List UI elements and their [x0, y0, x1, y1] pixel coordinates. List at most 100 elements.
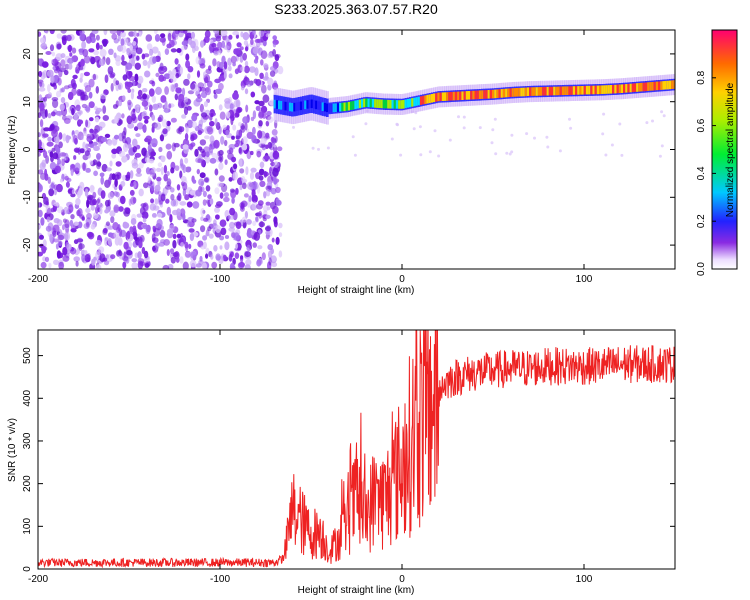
- track-core: [461, 91, 465, 100]
- noise-cell: [265, 230, 271, 236]
- noise-cell: [189, 233, 195, 241]
- snr-x-label: Height of straight line (km): [298, 585, 415, 596]
- noise-cell: [242, 31, 250, 41]
- noise-cell: [136, 105, 140, 113]
- track-core: [395, 100, 399, 109]
- noise-cell: [275, 186, 281, 194]
- track-core: [553, 86, 557, 96]
- noise-cell: [275, 236, 280, 245]
- noise-cell: [278, 232, 283, 238]
- noise-cell: [272, 205, 279, 214]
- noise-cell: [38, 183, 43, 193]
- track-core: [489, 89, 493, 99]
- track-core: [511, 88, 515, 97]
- track-core: [400, 100, 404, 109]
- noise-cell: [126, 250, 133, 256]
- noise-cell: [234, 143, 240, 148]
- noise-cell: [38, 58, 42, 66]
- noise-cell: [199, 148, 205, 153]
- noise-cell: [228, 73, 233, 79]
- track-core: [332, 103, 336, 113]
- noise-cell: [63, 85, 70, 90]
- noise-cell: [265, 33, 271, 38]
- colorbar-gradient: [711, 29, 738, 270]
- noise-cell: [131, 162, 139, 169]
- noise-cell: [239, 46, 244, 51]
- noise-cell: [138, 240, 143, 249]
- noise-cell: [63, 117, 71, 124]
- noise-cell: [163, 173, 168, 182]
- noise-cell: [60, 59, 66, 68]
- noise-cell: [74, 129, 79, 135]
- noise-cell: [109, 160, 113, 167]
- snr-frame: [37, 329, 676, 570]
- noise-cell: [428, 150, 432, 154]
- noise-cell: [121, 54, 125, 62]
- noise-cell: [145, 167, 151, 175]
- noise-cell: [169, 224, 175, 232]
- noise-cell: [142, 88, 148, 93]
- noise-cell: [662, 114, 666, 118]
- noise-cell: [151, 126, 155, 133]
- noise-cell: [107, 66, 114, 75]
- noise-cell: [131, 258, 138, 263]
- track-core: [627, 83, 631, 93]
- track-core: [555, 86, 559, 96]
- noise-cell: [196, 168, 200, 175]
- noise-cell: [148, 88, 155, 97]
- noise-cell: [138, 31, 142, 37]
- noise-cell: [272, 35, 278, 41]
- noise-cell: [200, 225, 206, 233]
- noise-cell: [399, 153, 403, 157]
- noise-cell: [251, 189, 256, 198]
- noise-cell: [179, 256, 184, 264]
- noise-cell: [130, 91, 134, 100]
- noise-cell: [178, 125, 183, 135]
- noise-cell: [184, 96, 189, 103]
- noise-cell: [185, 32, 189, 37]
- noise-cell: [123, 257, 129, 263]
- noise-cell: [132, 138, 138, 148]
- noise-cell: [47, 92, 53, 98]
- noise-cell: [141, 100, 149, 107]
- noise-cell: [262, 39, 267, 47]
- track-core: [428, 94, 432, 104]
- track-core: [302, 101, 305, 110]
- noise-cell: [258, 221, 265, 228]
- noise-cell: [273, 161, 280, 168]
- noise-cell: [115, 161, 122, 167]
- noise-cell: [242, 216, 247, 223]
- noise-cell: [437, 154, 441, 158]
- noise-cell: [184, 241, 189, 249]
- noise-cell: [132, 180, 137, 189]
- noise-cell: [205, 87, 211, 96]
- noise-cell: [56, 90, 62, 98]
- noise-cell: [246, 81, 252, 87]
- noise-cell: [240, 200, 248, 208]
- track-core: [334, 103, 338, 112]
- noise-cell: [40, 261, 47, 269]
- noise-cell: [70, 193, 76, 198]
- snr-y-tick-label: 100: [22, 518, 33, 535]
- track-core: [529, 87, 533, 96]
- snr-y-tick-label: 500: [22, 347, 33, 364]
- noise-cell: [85, 207, 91, 214]
- noise-cell: [41, 61, 49, 68]
- noise-cell: [227, 152, 234, 160]
- noise-cell: [491, 128, 495, 132]
- noise-cell: [83, 55, 91, 64]
- noise-cell: [211, 261, 218, 269]
- spectrogram-noise-cells: [38, 30, 666, 269]
- noise-cell: [118, 119, 124, 125]
- noise-cell: [156, 212, 163, 218]
- noise-cell: [114, 178, 118, 187]
- noise-cell: [62, 133, 67, 142]
- noise-cell: [57, 234, 65, 241]
- noise-cell: [136, 95, 143, 100]
- noise-cell: [155, 86, 162, 95]
- noise-cell: [190, 251, 197, 259]
- noise-cell: [107, 225, 114, 230]
- noise-cell: [82, 162, 86, 172]
- noise-cell: [490, 141, 494, 145]
- noise-cell: [100, 93, 107, 100]
